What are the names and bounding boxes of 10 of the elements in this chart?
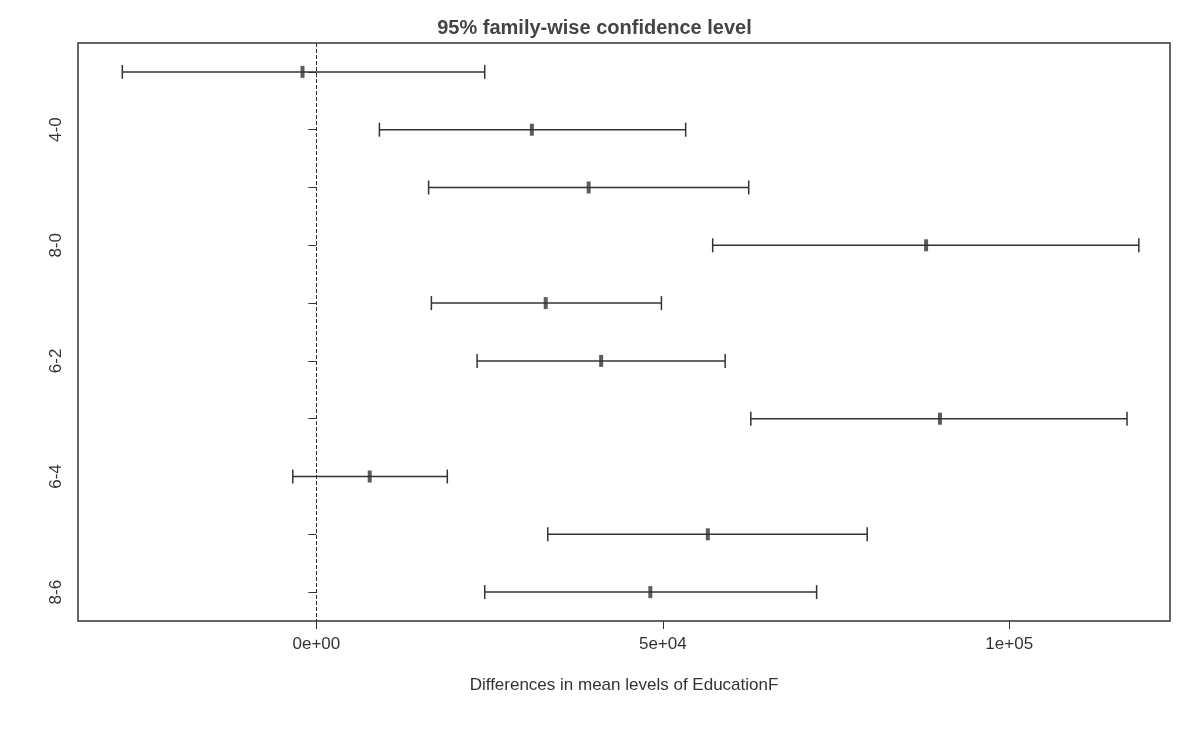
x-tick-label: 0e+00	[292, 634, 341, 653]
x-tick-label: 5e+04	[638, 634, 687, 653]
y-tick-label: 8-0	[46, 233, 65, 258]
y-tick-label: 6-4	[46, 464, 65, 489]
x-tick-label: 1e+05	[985, 634, 1034, 653]
chart-title: 95% family-wise confidence level	[437, 16, 752, 38]
y-tick-label: 4-0	[46, 117, 65, 142]
y-tick-label: 6-2	[46, 348, 65, 374]
x-axis-title: Differences in mean levels of EducationF	[469, 675, 779, 694]
y-tick-label: 8-6	[46, 579, 65, 605]
